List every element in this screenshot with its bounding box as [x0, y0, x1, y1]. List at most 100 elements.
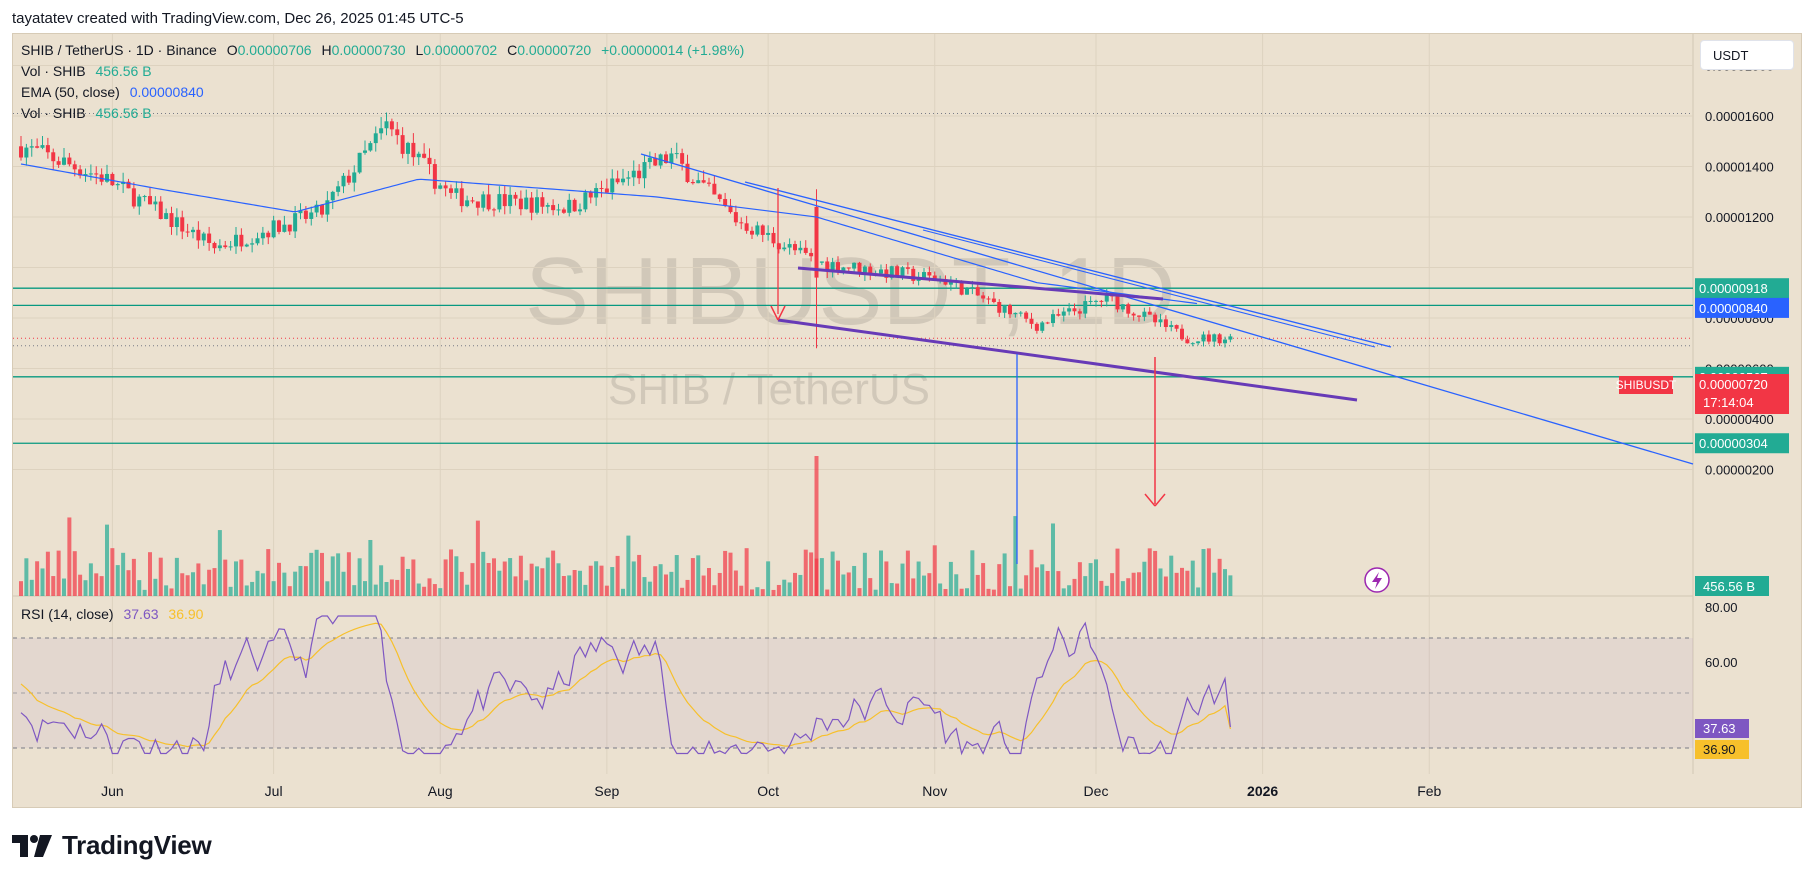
candle-body	[610, 178, 615, 193]
candle-body	[110, 173, 115, 186]
volume-bar	[126, 570, 131, 596]
volume-bar	[40, 568, 45, 596]
volume-bar	[991, 589, 996, 596]
legend-ema-label: EMA (50, close)	[21, 84, 120, 100]
volume-bar	[298, 565, 303, 596]
volume-bar	[271, 581, 276, 596]
volume-bar	[922, 575, 926, 596]
volume-bar	[889, 583, 894, 596]
volume-bar	[873, 589, 878, 596]
volume-bar	[610, 567, 615, 596]
volume-bar	[115, 565, 120, 596]
candle-body	[809, 252, 814, 257]
volume-bar	[723, 550, 728, 596]
candle-body	[1169, 325, 1174, 328]
volume-bar	[1110, 573, 1115, 596]
legend-row-volume-2: Vol · SHIB 456.56 B	[21, 103, 744, 124]
candle-body	[621, 178, 625, 183]
candle-body	[717, 194, 722, 200]
candle-body	[653, 157, 658, 166]
candle-body	[997, 302, 1002, 313]
volume-bar	[1190, 560, 1195, 596]
candle-body	[223, 245, 228, 248]
candle-body	[320, 204, 324, 215]
candle-body	[535, 197, 539, 213]
rsi-ma-line	[20, 622, 1231, 748]
volume-bar	[733, 570, 738, 596]
volume-bar	[432, 584, 437, 596]
volume-bar	[1067, 585, 1072, 596]
candle-body	[1147, 311, 1152, 315]
candle-body	[1061, 311, 1066, 316]
candle-body	[782, 247, 787, 250]
volume-bar	[400, 556, 405, 596]
candle-body	[346, 175, 351, 183]
candle-body	[94, 173, 99, 175]
time-axis-label: Oct	[757, 783, 779, 799]
candle-body	[228, 246, 233, 248]
volume-bar	[1196, 587, 1201, 596]
candle-body	[1013, 312, 1018, 315]
volume-bar	[191, 572, 195, 596]
candle-body	[852, 262, 857, 269]
volume-bar	[1174, 572, 1179, 596]
target-arrow-head	[1144, 493, 1156, 507]
candle-body	[191, 229, 195, 233]
candle-body	[309, 212, 314, 219]
volume-bar	[674, 555, 679, 596]
volume-bar	[244, 585, 249, 596]
candle-body	[212, 242, 217, 249]
candle-body	[841, 267, 846, 273]
volume-bar	[782, 579, 787, 596]
volume-bar	[422, 586, 427, 596]
rsi-axis-tick-60: 60.00	[1705, 655, 1738, 670]
lightning-icon[interactable]	[1364, 567, 1390, 593]
tradingview-logo[interactable]: TradingView	[12, 830, 212, 861]
volume-bar	[793, 572, 797, 596]
candle-body	[411, 142, 416, 158]
volume-bar	[325, 581, 330, 596]
candle-body	[126, 181, 131, 189]
candle-body	[239, 234, 244, 247]
candle-body	[1040, 322, 1045, 331]
volume-bar	[787, 582, 792, 596]
volume-bar	[357, 558, 362, 596]
volume-bar	[309, 552, 314, 596]
candle-body	[282, 224, 287, 232]
volume-bar	[954, 574, 959, 596]
price-level-tag	[1695, 297, 1789, 318]
time-axis-label: Nov	[922, 783, 947, 799]
candle-body	[922, 272, 926, 278]
volume-bar	[535, 566, 539, 596]
arrow-head	[777, 305, 786, 321]
volume-bar	[1185, 570, 1190, 596]
volume-bar	[518, 555, 523, 596]
candle-body	[1137, 315, 1141, 317]
volume-bar	[196, 563, 201, 596]
candle-body	[583, 192, 588, 210]
volume-bar	[1045, 570, 1050, 596]
volume-bar	[465, 584, 470, 596]
candle-body	[599, 188, 604, 190]
candle-body	[427, 157, 432, 165]
volume-bar	[320, 552, 324, 596]
price-level-tag-text: 0.00000840	[1699, 301, 1768, 316]
volume-bar	[341, 571, 346, 596]
volume-bar	[927, 573, 932, 596]
candle-body	[540, 197, 545, 207]
volume-bar	[411, 559, 416, 596]
volume-bar	[814, 456, 819, 596]
volume-bar	[1158, 568, 1163, 596]
chart-canvas[interactable]: SHIBUSDT, 1D SHIB / TetherUS 0.000018000…	[13, 34, 1802, 808]
currency-button[interactable]: USDT	[1700, 40, 1794, 70]
time-axis[interactable]: Jun Jul Aug Sep Oct Nov Dec 2026 Feb	[101, 783, 1441, 799]
volume-bar	[88, 563, 93, 596]
price-axis[interactable]: 0.000018000.000016000.000014000.00001200…	[1695, 59, 1789, 478]
legend-row-volume: Vol · SHIB 456.56 B	[21, 61, 744, 82]
candle-body	[255, 238, 260, 244]
volume-bar	[29, 579, 34, 596]
volume-bar	[62, 578, 66, 596]
volume-bar	[857, 588, 862, 596]
time-axis-label: 2026	[1247, 783, 1278, 799]
candle-body	[728, 205, 733, 213]
